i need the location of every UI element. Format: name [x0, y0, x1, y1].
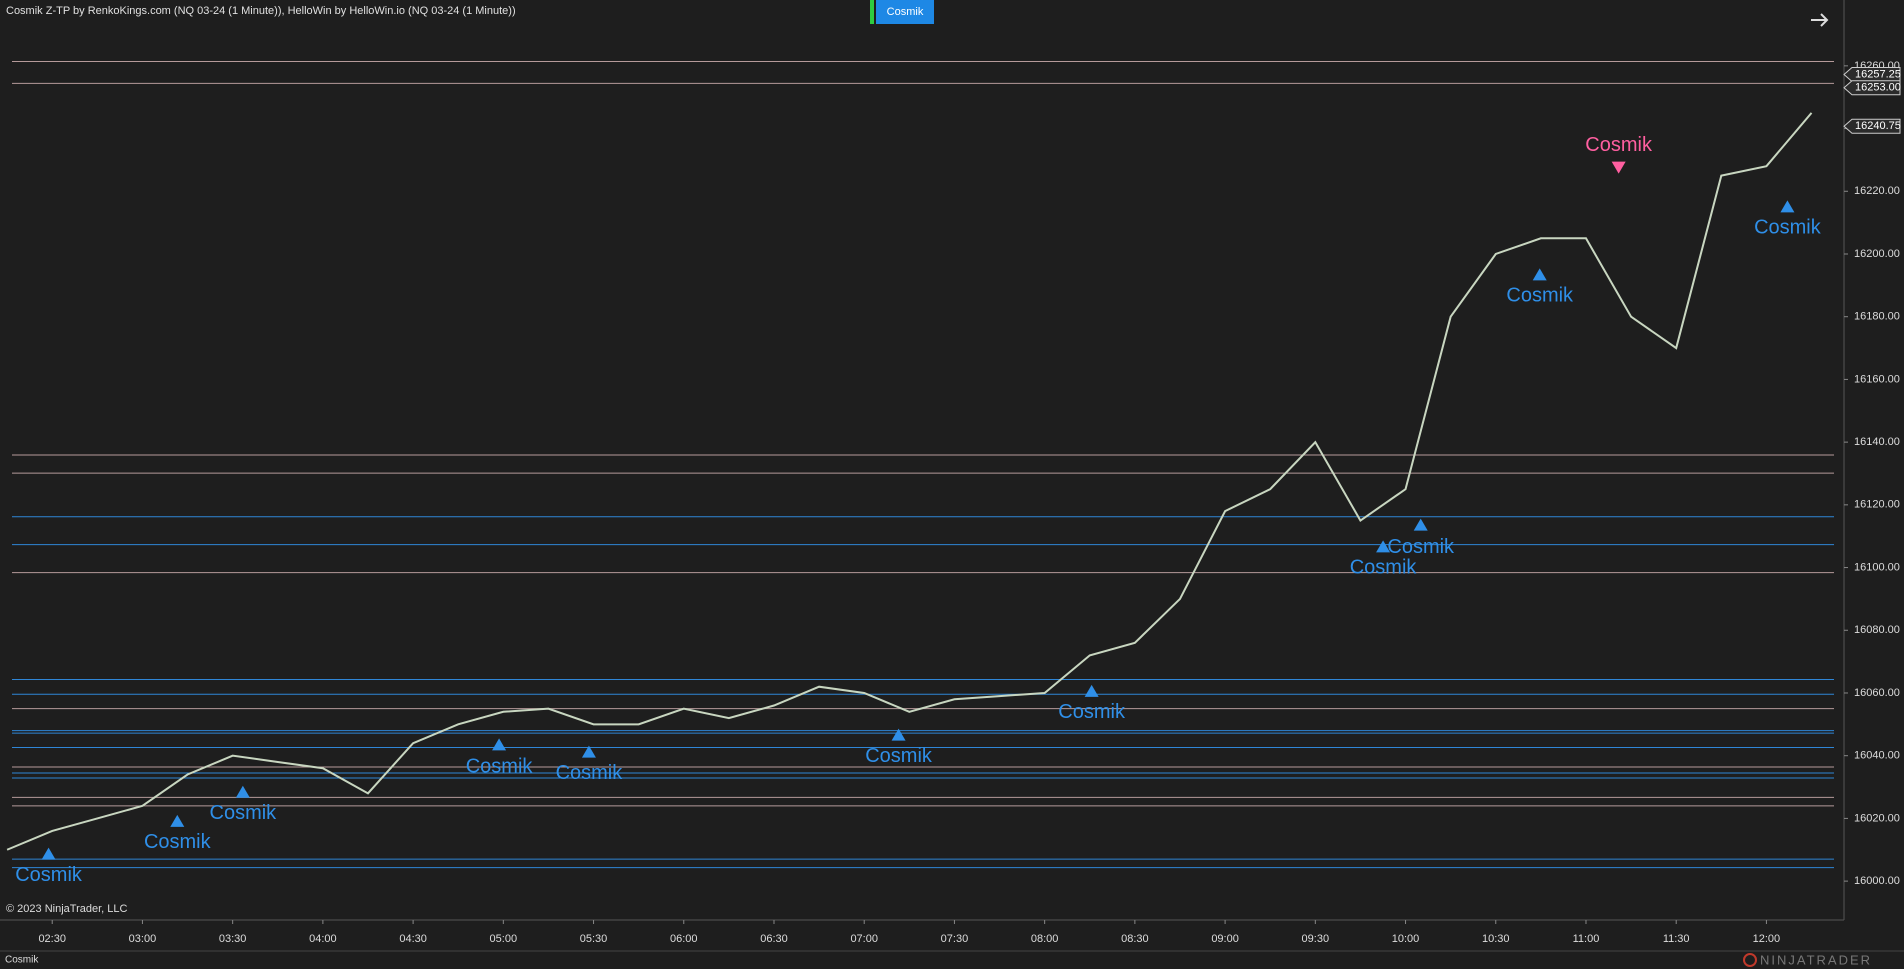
- signal-label: Cosmik: [1387, 536, 1455, 558]
- price-marker-label: 16257.25: [1855, 68, 1901, 80]
- signal-arrow: [170, 814, 185, 827]
- y-tick-label: 16000.00: [1854, 875, 1900, 887]
- x-tick-label: 06:00: [670, 933, 698, 945]
- x-tick-label: 05:00: [490, 933, 518, 945]
- x-tick-label: 03:30: [219, 933, 247, 945]
- x-tick-label: 02:30: [38, 933, 66, 945]
- brand: NINJATRADER: [1760, 952, 1872, 967]
- y-tick-label: 16220.00: [1854, 185, 1900, 197]
- x-tick-label: 10:00: [1392, 933, 1420, 945]
- cosmik-button[interactable]: [876, 0, 934, 24]
- price-marker: [1843, 80, 1901, 96]
- y-tick-label: 16120.00: [1854, 499, 1900, 511]
- price-marker: [1843, 66, 1901, 82]
- x-tick-label: 06:30: [760, 933, 788, 945]
- x-tick-label: 04:00: [309, 933, 337, 945]
- y-tick-label: 16020.00: [1854, 812, 1900, 824]
- arrow-icon[interactable]: [1811, 13, 1829, 27]
- signal-label: Cosmik: [1585, 134, 1653, 156]
- signal-arrow: [235, 785, 250, 798]
- price-marker: [1843, 118, 1901, 134]
- signal-label: Cosmik: [556, 762, 624, 784]
- signal-label: Cosmik: [210, 802, 278, 824]
- signal-arrow: [1611, 161, 1626, 174]
- y-tick-label: 16180.00: [1854, 311, 1900, 323]
- y-tick-label: 16200.00: [1854, 248, 1900, 260]
- button-label[interactable]: Cosmik: [887, 6, 924, 18]
- brand-logo: [1743, 953, 1757, 967]
- x-tick-label: 12:00: [1753, 933, 1781, 945]
- signal-label: Cosmik: [1754, 217, 1822, 239]
- y-tick-label: 16160.00: [1854, 373, 1900, 385]
- x-tick-label: 11:30: [1663, 933, 1690, 945]
- signal-arrow: [1780, 200, 1795, 213]
- copyright: © 2023 NinjaTrader, LLC: [6, 903, 127, 915]
- price-line: [6, 112, 1813, 851]
- signal-arrow: [891, 728, 906, 741]
- button-marker: [870, 0, 874, 24]
- x-tick-label: 08:30: [1121, 933, 1149, 945]
- x-tick-label: 07:30: [941, 933, 969, 945]
- x-tick-label: 05:30: [580, 933, 608, 945]
- x-tick-label: 08:00: [1031, 933, 1059, 945]
- x-tick-label: 10:30: [1482, 933, 1510, 945]
- y-tick-label: 16040.00: [1854, 750, 1900, 762]
- y-tick-label: 16100.00: [1854, 561, 1900, 573]
- signal-arrow: [1084, 684, 1099, 697]
- y-tick-label: 16080.00: [1854, 624, 1900, 636]
- x-tick-label: 03:00: [129, 933, 157, 945]
- signal-label: Cosmik: [1058, 701, 1126, 723]
- price-marker-label: 16240.75: [1855, 120, 1901, 132]
- x-tick-label: 09:00: [1211, 933, 1239, 945]
- price-marker-label: 16253.00: [1855, 82, 1901, 94]
- x-tick-label: 07:00: [850, 933, 878, 945]
- signal-arrow: [1376, 540, 1391, 553]
- chart-title: Cosmik Z-TP by RenkoKings.com (NQ 03-24 …: [6, 5, 516, 17]
- signal-label: Cosmik: [865, 745, 933, 767]
- signal-arrow: [492, 738, 507, 751]
- y-tick-label: 16140.00: [1854, 436, 1900, 448]
- signal-arrow: [581, 745, 596, 758]
- signal-label: Cosmik: [1350, 557, 1418, 579]
- signal-arrow: [41, 847, 56, 860]
- x-tick-label: 11:00: [1573, 933, 1600, 945]
- signal-label: Cosmik: [466, 756, 534, 778]
- signal-label: Cosmik: [144, 831, 212, 853]
- y-tick-label: 16060.00: [1854, 687, 1900, 699]
- signal-arrow: [1413, 518, 1428, 531]
- signal-label: Cosmik: [1506, 285, 1574, 307]
- signal-arrow: [1532, 268, 1547, 281]
- x-tick-label: 04:30: [399, 933, 427, 945]
- tab-label[interactable]: Cosmik: [5, 955, 39, 966]
- signal-label: Cosmik: [15, 864, 83, 886]
- x-tick-label: 09:30: [1302, 933, 1330, 945]
